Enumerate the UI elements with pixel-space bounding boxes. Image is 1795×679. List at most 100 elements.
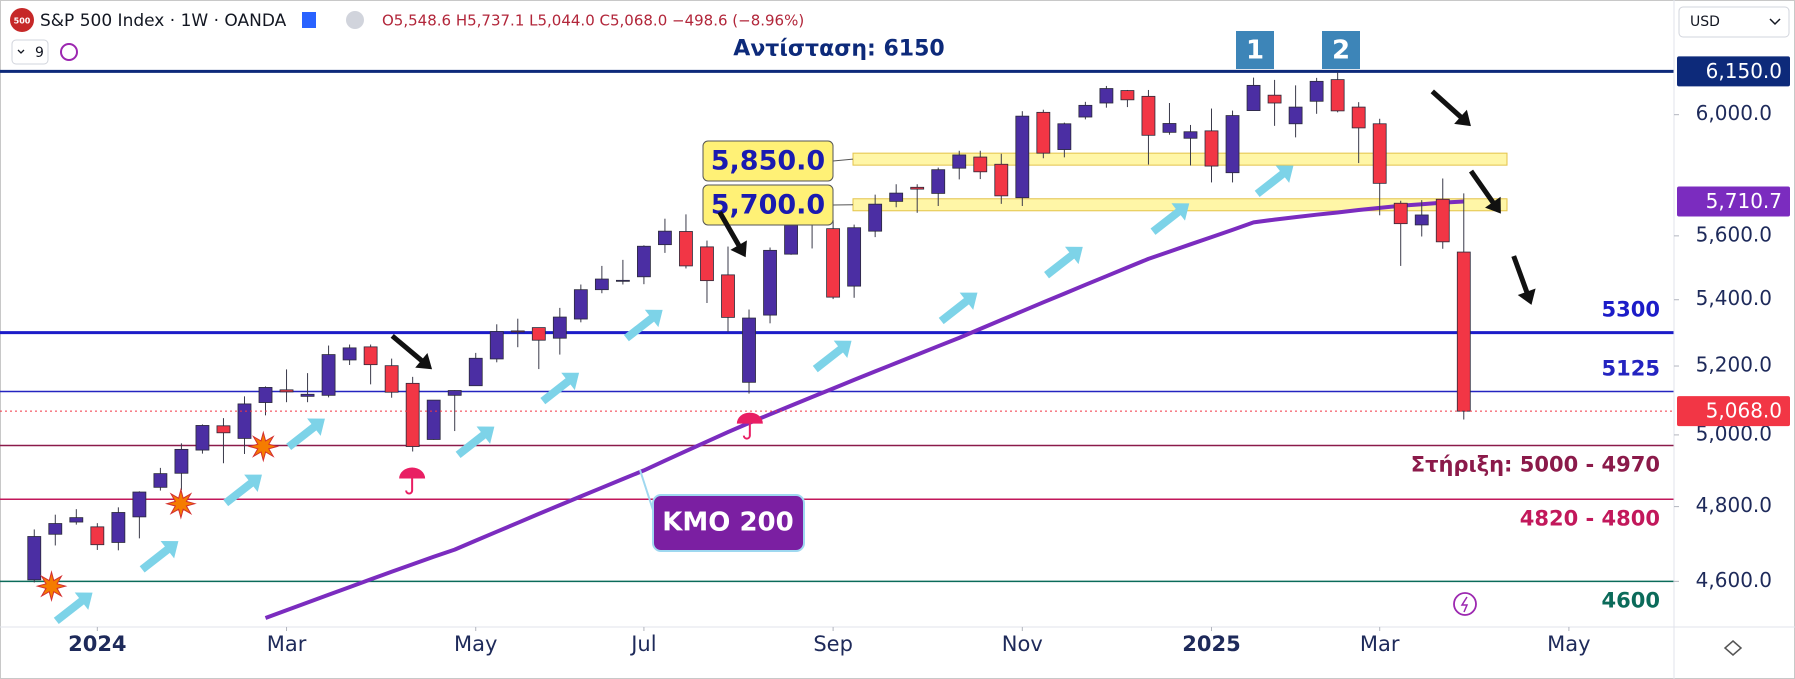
x-tick-label: May <box>1547 632 1590 656</box>
candle-body <box>742 317 756 383</box>
candle-body <box>174 448 189 474</box>
indicators-toggle[interactable] <box>11 39 49 65</box>
alert-icon[interactable] <box>1453 592 1477 616</box>
zone <box>852 152 1508 166</box>
price-box <box>1677 396 1790 427</box>
candle-body <box>1246 84 1261 111</box>
candle-body <box>1456 251 1471 412</box>
price-box-label: 5,068.0 <box>1706 399 1782 423</box>
zone-label: 5,700.0 <box>711 190 825 221</box>
explosion-icon <box>35 570 68 602</box>
arrow <box>139 541 179 573</box>
candle-body <box>847 227 862 287</box>
arrow <box>1150 203 1190 235</box>
zone-label-box <box>702 184 834 226</box>
dot-icon <box>346 11 364 29</box>
ma-label: ΚΜΟ 200 <box>662 508 793 538</box>
candle-body <box>69 517 84 523</box>
candle-body <box>952 154 967 169</box>
explosion-icon <box>165 487 197 520</box>
arrow <box>1044 246 1083 279</box>
candle-body <box>300 393 315 397</box>
x-tick-label: Nov <box>1002 632 1043 656</box>
annotation-label: 1 <box>1246 36 1264 66</box>
y-tick-label: 5,400.0 <box>1696 286 1772 310</box>
candle-body <box>279 389 294 393</box>
umbrella-icon <box>736 412 763 424</box>
candle-body <box>48 523 63 535</box>
logo-text: 500 <box>14 17 31 26</box>
refresh-icon[interactable] <box>60 43 78 61</box>
level-label: 4600 <box>1602 588 1660 612</box>
level-label: Αντίσταση: 6150 <box>733 36 944 61</box>
arrow <box>1468 169 1501 214</box>
candle-body <box>868 203 883 232</box>
price-box <box>1677 56 1790 87</box>
candle-body <box>1414 214 1429 226</box>
x-tick-label: Mar <box>1360 632 1400 656</box>
candle-body <box>721 274 735 318</box>
candle-body <box>700 246 714 282</box>
explosion-icon <box>247 430 280 463</box>
candle-body <box>679 231 693 267</box>
x-tick-label: Mar <box>267 632 307 656</box>
candle-body <box>637 245 651 278</box>
y-tick-label: 6,000.0 <box>1696 101 1772 125</box>
candle-body <box>426 399 441 440</box>
umbrella-handle <box>742 423 751 440</box>
candle-body <box>342 347 357 361</box>
arrow <box>53 592 93 625</box>
candle-body <box>615 279 630 282</box>
candle-body <box>826 228 841 298</box>
candle-body <box>132 491 147 518</box>
y-tick-label: 5,600.0 <box>1696 222 1772 246</box>
arrow <box>938 292 978 325</box>
candle-body <box>1078 104 1093 118</box>
candle-body <box>237 403 252 439</box>
level-label: 4820 - 4800 <box>1520 506 1660 530</box>
indicator-count: 9 <box>35 45 44 61</box>
candle-body <box>1351 106 1366 129</box>
y-tick-label: 5,200.0 <box>1696 353 1772 377</box>
arrow <box>455 426 495 459</box>
level-label: Στήριξη: 5000 - 4970 <box>1411 452 1660 476</box>
umbrella-icon <box>399 467 426 479</box>
currency: USD <box>1690 14 1720 30</box>
candle-body <box>1015 115 1030 199</box>
candle-body <box>153 473 168 488</box>
flag-icon <box>302 12 316 28</box>
candle-body <box>1183 131 1198 139</box>
candle-body <box>405 382 420 447</box>
currency-select[interactable] <box>1678 6 1790 38</box>
candle-body <box>510 330 525 333</box>
chevron <box>17 49 25 54</box>
arrow <box>286 418 325 451</box>
candle-body <box>931 169 946 194</box>
level-label: 5300 <box>1602 298 1660 322</box>
candle-body <box>573 289 588 320</box>
candle-body <box>384 365 399 393</box>
candle-body <box>1204 130 1219 167</box>
umbrella-handle <box>405 478 414 495</box>
settings-icon[interactable] <box>1723 640 1743 656</box>
candle-body <box>1225 115 1240 174</box>
candle-body <box>27 536 42 581</box>
candle-body <box>363 346 378 366</box>
arrow <box>390 333 433 370</box>
candle-body <box>1099 88 1114 104</box>
annotation-box <box>1322 31 1360 69</box>
arrow <box>812 340 852 373</box>
pointer <box>639 469 654 511</box>
logo <box>10 8 34 32</box>
candle-body <box>910 186 925 190</box>
x-tick-label: Jul <box>629 632 656 656</box>
candle-body <box>594 278 609 291</box>
x-tick-label: Sep <box>813 632 853 656</box>
candle-body <box>784 224 798 255</box>
candle-body <box>1141 95 1156 136</box>
candle-body <box>994 163 1009 197</box>
arrow <box>623 309 663 342</box>
price-box <box>1677 186 1790 217</box>
candle-body <box>1288 106 1303 125</box>
